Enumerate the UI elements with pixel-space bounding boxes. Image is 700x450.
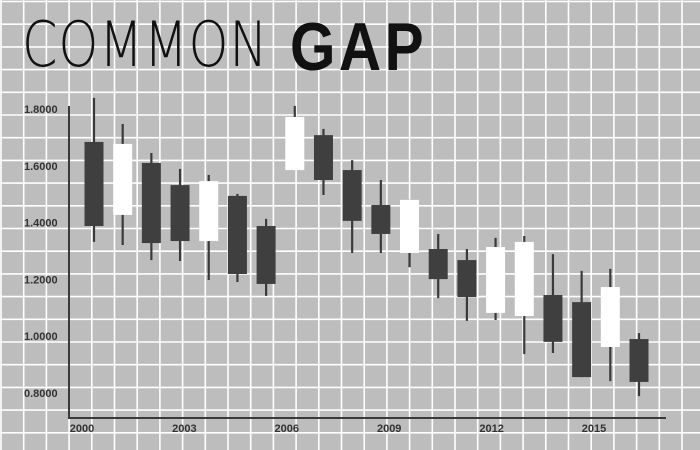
candle bbox=[141, 153, 161, 261]
x-tick-label: 2006 bbox=[275, 423, 299, 435]
candle bbox=[428, 233, 448, 299]
title-light: COMMON bbox=[22, 8, 269, 81]
candle-body-bullish bbox=[113, 143, 133, 215]
candle bbox=[400, 199, 420, 268]
candle-body-bullish bbox=[199, 181, 219, 242]
chart-title: COMMON GAP bbox=[22, 8, 424, 85]
candle bbox=[342, 160, 362, 253]
x-tick-label: 2009 bbox=[377, 423, 401, 435]
candle-body-bearish bbox=[256, 226, 276, 284]
y-tick-label: 1.4000 bbox=[24, 218, 58, 230]
x-tick-label: 2000 bbox=[70, 423, 94, 435]
candle bbox=[199, 174, 219, 280]
candle bbox=[486, 237, 506, 321]
candle-body-bullish bbox=[600, 287, 620, 347]
candle-body-bearish bbox=[457, 260, 477, 298]
x-tick-label: 2015 bbox=[582, 423, 606, 435]
candle bbox=[600, 268, 620, 382]
candle bbox=[113, 124, 133, 246]
candle-body-bullish bbox=[400, 199, 420, 253]
y-tick-label: 1.0000 bbox=[24, 331, 58, 343]
candle bbox=[313, 128, 333, 196]
candle bbox=[543, 254, 563, 353]
y-axis-ticks: 1.8000 1.6000 1.4000 1.2000 1.0000 0.8000 bbox=[24, 104, 58, 400]
candle-body-bearish bbox=[141, 162, 161, 244]
candle bbox=[285, 105, 305, 171]
candle bbox=[457, 249, 477, 321]
candle-body-bearish bbox=[313, 135, 333, 180]
candle bbox=[256, 218, 276, 296]
candle-body-bearish bbox=[342, 170, 362, 221]
candle bbox=[170, 168, 190, 261]
candle bbox=[227, 193, 247, 282]
candle-body-bearish bbox=[227, 195, 247, 275]
y-tick-label: 1.2000 bbox=[24, 274, 58, 286]
candle bbox=[629, 333, 649, 397]
candle bbox=[572, 270, 592, 378]
title-bold: GAP bbox=[290, 9, 428, 85]
y-tick-label: 1.6000 bbox=[24, 161, 58, 173]
candle bbox=[514, 235, 534, 355]
axes bbox=[68, 106, 666, 419]
candle bbox=[371, 180, 391, 253]
candle bbox=[84, 97, 104, 242]
x-tick-label: 2012 bbox=[479, 423, 503, 435]
x-tick-label: 2003 bbox=[172, 423, 196, 435]
y-tick-label: 1.8000 bbox=[24, 104, 58, 116]
x-axis-ticks: 2000 2003 2006 2009 2012 2015 bbox=[70, 423, 606, 435]
candle-body-bearish bbox=[629, 339, 649, 382]
candle-body-bearish bbox=[371, 204, 391, 234]
candle-body-bearish bbox=[428, 249, 448, 280]
candle-body-bullish bbox=[514, 241, 534, 317]
candle-body-bearish bbox=[572, 302, 592, 378]
candle-body-bullish bbox=[285, 116, 305, 171]
candles bbox=[84, 97, 649, 397]
y-tick-label: 0.8000 bbox=[24, 388, 58, 400]
candle-body-bearish bbox=[543, 295, 563, 342]
candle-body-bullish bbox=[486, 247, 506, 313]
candle-body-bearish bbox=[84, 141, 104, 227]
candle-body-bearish bbox=[170, 185, 190, 242]
